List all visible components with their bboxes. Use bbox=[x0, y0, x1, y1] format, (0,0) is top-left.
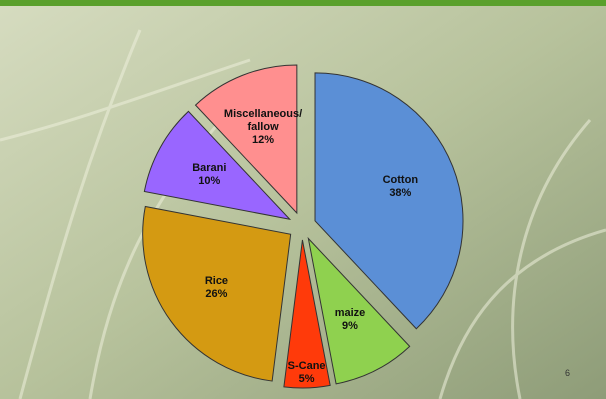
slice-label: Miscellaneous/ fallow bbox=[223, 108, 303, 134]
page-number: 6 bbox=[565, 368, 571, 378]
slice-value: 38% bbox=[389, 187, 412, 200]
pie-slice bbox=[143, 110, 292, 221]
pie-slice bbox=[194, 64, 298, 215]
slice-value: 26% bbox=[205, 288, 228, 301]
top-bar bbox=[0, 0, 606, 6]
slice-label: Rice bbox=[204, 275, 229, 288]
slice-value: 12% bbox=[252, 134, 275, 147]
slice-value: 9% bbox=[342, 320, 358, 333]
pie-slice bbox=[283, 239, 331, 389]
pie-slice bbox=[307, 236, 411, 385]
slice-label: Cotton bbox=[382, 174, 419, 187]
slice-label: S-Cane bbox=[287, 360, 326, 373]
slice-label: maize bbox=[334, 307, 366, 320]
slice-value: 5% bbox=[298, 373, 315, 386]
pie-slice bbox=[314, 72, 464, 330]
slice-label: Barani bbox=[192, 162, 227, 175]
wheat-decoration bbox=[0, 29, 606, 399]
slice-value: 10% bbox=[198, 175, 221, 188]
pie-slice bbox=[142, 205, 292, 382]
